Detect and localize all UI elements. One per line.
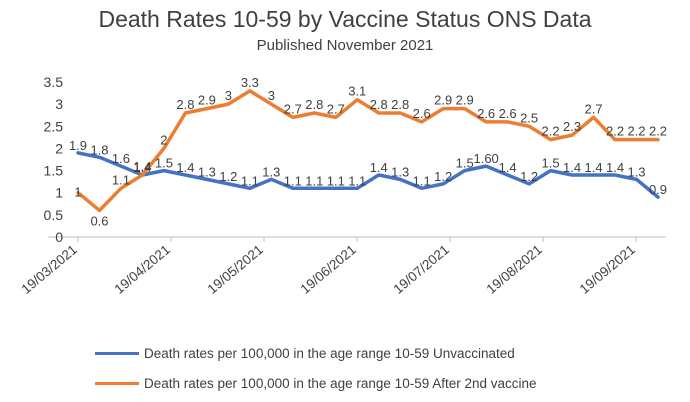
data-label-unvaccinated: 1.3 xyxy=(391,164,409,179)
data-label-unvaccinated: 1.1 xyxy=(413,173,431,188)
data-label-unvaccinated: 1.2 xyxy=(434,169,452,184)
data-label-unvaccinated: 1.3 xyxy=(262,164,280,179)
y-tick-label: 3 xyxy=(55,96,63,112)
legend-item-unvaccinated: Death rates per 100,000 in the age range… xyxy=(95,346,515,361)
data-label-unvaccinated: 1.5 xyxy=(456,156,474,171)
data-label-unvaccinated: 1.4 xyxy=(133,160,151,175)
data-label-unvaccinated: 1.1 xyxy=(241,173,259,188)
data-label-unvaccinated: 1.1 xyxy=(348,173,366,188)
data-label-after-2nd-vaccine: 1.1 xyxy=(112,172,130,187)
y-tick-label: 0 xyxy=(55,229,63,245)
data-label-unvaccinated: 1.1 xyxy=(305,173,323,188)
data-label-after-2nd-vaccine: 2 xyxy=(160,132,167,147)
data-label-after-2nd-vaccine: 0.6 xyxy=(90,213,108,228)
series-line-unvaccinated xyxy=(76,151,660,199)
data-label-after-2nd-vaccine: 2.2 xyxy=(627,124,645,139)
data-label-unvaccinated: 1.4 xyxy=(370,160,388,175)
data-label-after-2nd-vaccine: 2.2 xyxy=(606,124,624,139)
data-label-unvaccinated: 1.60 xyxy=(473,151,498,166)
data-label-after-2nd-vaccine: 2.8 xyxy=(391,97,409,112)
y-tick-label: 0.5 xyxy=(44,207,64,223)
data-label-after-2nd-vaccine: 1.4 xyxy=(133,159,151,174)
x-tick-label: 19/04/2021 xyxy=(112,242,173,297)
data-label-after-2nd-vaccine: 2.7 xyxy=(284,101,302,116)
data-label-unvaccinated: 1.4 xyxy=(606,160,624,175)
data-label-unvaccinated: 1.1 xyxy=(327,173,345,188)
x-tick-label: 19/08/2021 xyxy=(484,242,545,297)
data-label-after-2nd-vaccine: 2.7 xyxy=(327,101,345,116)
data-label-after-2nd-vaccine: 2.9 xyxy=(198,93,216,108)
data-label-after-2nd-vaccine: 2.2 xyxy=(542,124,560,139)
data-label-after-2nd-vaccine: 2.5 xyxy=(520,110,538,125)
data-label-unvaccinated: 1.3 xyxy=(198,164,216,179)
data-label-unvaccinated: 1.4 xyxy=(585,160,603,175)
y-tick-label: 2.5 xyxy=(44,118,64,134)
data-label-after-2nd-vaccine: 2.8 xyxy=(305,97,323,112)
data-label-after-2nd-vaccine: 2.3 xyxy=(563,119,581,134)
data-label-after-2nd-vaccine: 3.3 xyxy=(241,75,259,90)
series-line-after-2nd-vaccine xyxy=(76,89,660,213)
legend-item-after-2nd-vaccine: Death rates per 100,000 in the age range… xyxy=(95,376,537,391)
data-label-unvaccinated: 1.6 xyxy=(112,151,130,166)
data-label-after-2nd-vaccine: 2.7 xyxy=(585,101,603,116)
data-label-after-2nd-vaccine: 2.8 xyxy=(370,97,388,112)
data-label-after-2nd-vaccine: 3 xyxy=(268,88,275,103)
legend-label-unvaccinated: Death rates per 100,000 in the age range… xyxy=(144,346,515,361)
legend-swatch-after-2nd-vaccine xyxy=(95,382,139,385)
data-label-after-2nd-vaccine: 1 xyxy=(74,185,81,200)
data-label-after-2nd-vaccine: 3 xyxy=(225,88,232,103)
chart-subtitle: Published November 2021 xyxy=(256,37,434,54)
data-label-after-2nd-vaccine: 3.1 xyxy=(348,84,366,99)
chart-title: Death Rates 10-59 by Vaccine Status ONS … xyxy=(98,6,592,32)
y-tick-label: 1.5 xyxy=(44,163,64,179)
x-tick-label: 19/09/2021 xyxy=(577,242,638,297)
y-tick-label: 3.5 xyxy=(44,74,64,90)
data-label-unvaccinated: 1.4 xyxy=(176,160,194,175)
x-tick-label: 19/07/2021 xyxy=(391,242,452,297)
data-label-unvaccinated: 0.9 xyxy=(649,182,667,197)
data-label-unvaccinated: 1.5 xyxy=(542,156,560,171)
legend-swatch-unvaccinated xyxy=(95,352,139,355)
data-label-unvaccinated: 1.2 xyxy=(520,169,538,184)
x-tick-label: 19/06/2021 xyxy=(298,242,359,297)
data-label-after-2nd-vaccine: 2.9 xyxy=(456,93,474,108)
data-label-after-2nd-vaccine: 2.2 xyxy=(649,124,667,139)
data-label-unvaccinated: 1.4 xyxy=(499,160,517,175)
data-label-after-2nd-vaccine: 2.8 xyxy=(176,97,194,112)
data-label-unvaccinated: 1.4 xyxy=(563,160,581,175)
data-label-after-2nd-vaccine: 2.6 xyxy=(413,106,431,121)
data-label-unvaccinated: 1.9 xyxy=(69,138,87,153)
data-label-after-2nd-vaccine: 2.6 xyxy=(477,106,495,121)
x-tick-label: 19/05/2021 xyxy=(205,242,266,297)
x-tick-label: 19/03/2021 xyxy=(19,242,80,297)
y-tick-label: 1 xyxy=(55,185,63,201)
y-tick-label: 2 xyxy=(55,140,63,156)
data-label-unvaccinated: 1.2 xyxy=(219,169,237,184)
data-label-after-2nd-vaccine: 2.9 xyxy=(434,93,452,108)
data-label-unvaccinated: 1.1 xyxy=(284,173,302,188)
data-label-unvaccinated: 1.8 xyxy=(90,142,108,157)
data-label-unvaccinated: 1.5 xyxy=(155,156,173,171)
legend-label-after-2nd-vaccine: Death rates per 100,000 in the age range… xyxy=(144,376,537,391)
data-label-after-2nd-vaccine: 2.6 xyxy=(499,106,517,121)
data-label-unvaccinated: 1.3 xyxy=(627,164,645,179)
